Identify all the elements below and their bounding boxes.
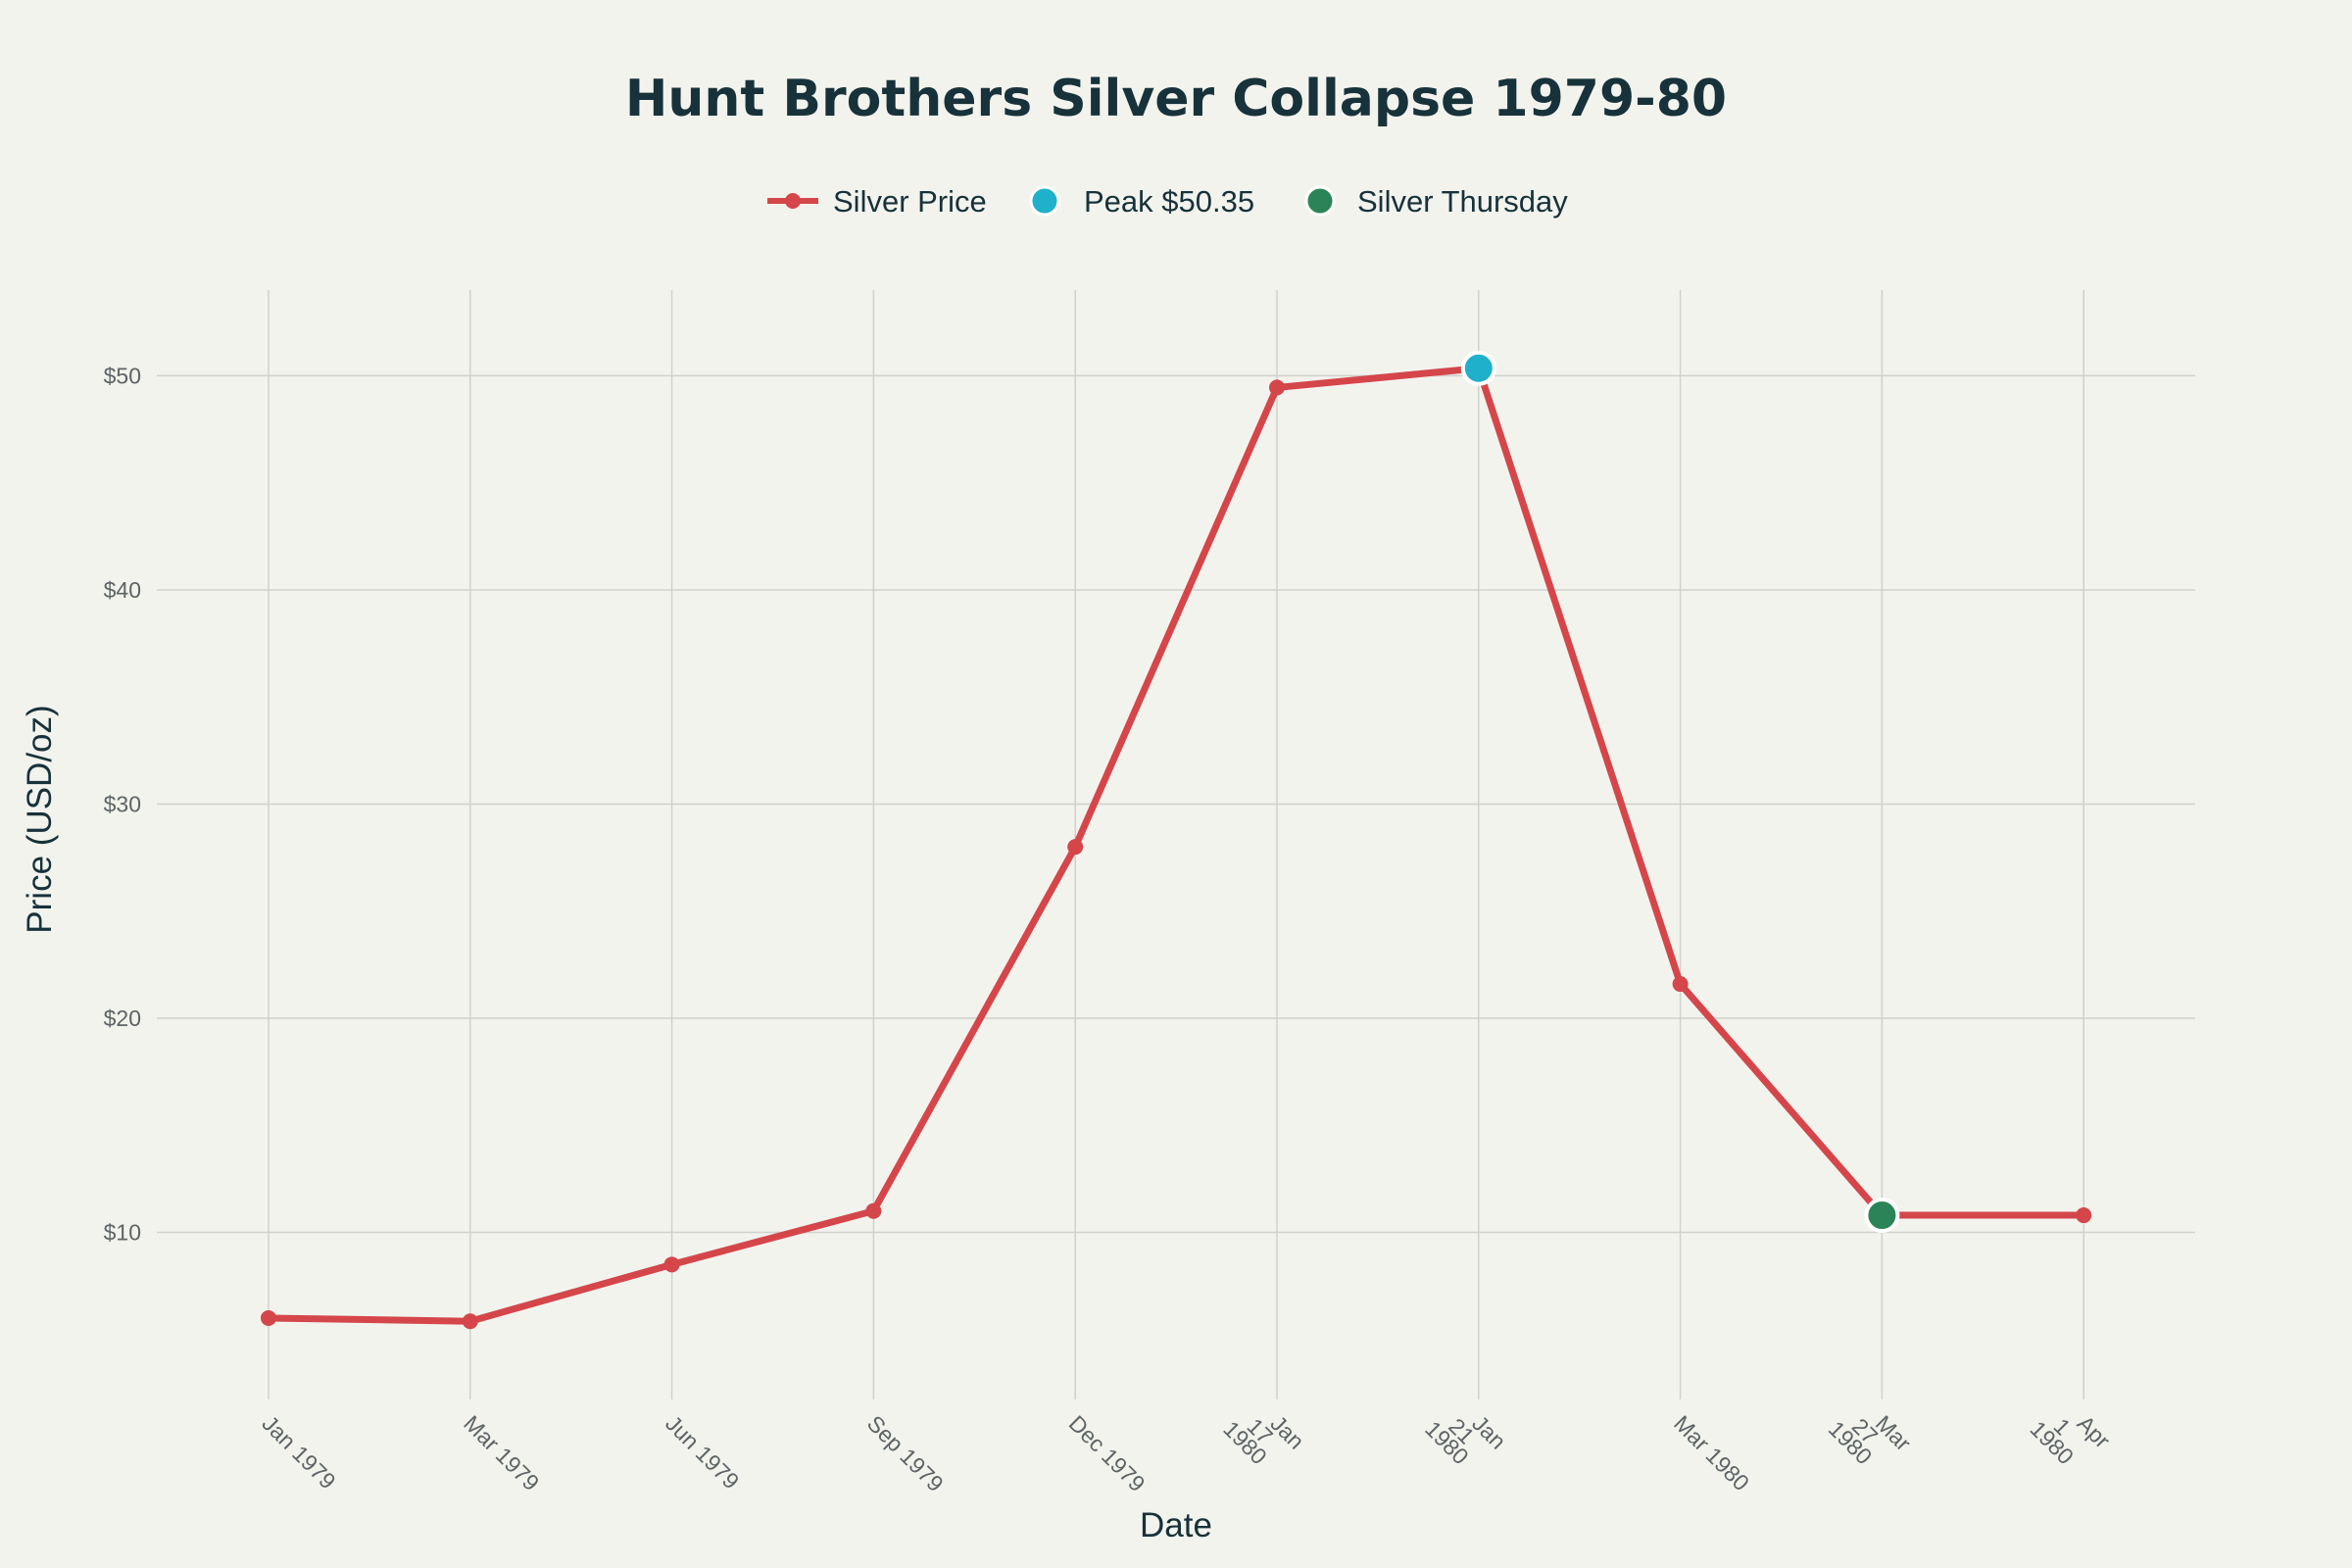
x-tick-label-6: Jan211980	[1420, 1390, 1511, 1481]
x-tick-label-9: Apr11980	[2026, 1390, 2116, 1480]
line-silver-price	[265, 365, 2087, 1325]
horizontal-gridlines	[157, 374, 2195, 1234]
data-point-2[interactable]	[663, 1256, 680, 1273]
legend[interactable]: Silver Price Peak $50.35 Silver Thursday	[767, 184, 1568, 219]
legend-marker-peak	[1029, 185, 1060, 217]
x-tick-label-3: Sep 1979	[862, 1410, 949, 1496]
legend-label-peak: Peak $50.35	[1084, 184, 1254, 219]
data-point-9[interactable]	[2076, 1207, 2092, 1224]
x-tick-label-4: Dec 1979	[1064, 1410, 1151, 1496]
legend-item-silver-price[interactable]: Silver Price	[767, 184, 987, 219]
y-tick-label-10: $10	[104, 1220, 141, 1246]
y-axis-ticks: $10 $20 $30 $40 $50	[104, 363, 141, 1245]
x-tick-label-1: Mar 1979	[459, 1410, 544, 1495]
data-point-7[interactable]	[1672, 976, 1689, 993]
x-tick-label-8: Mar271980	[1824, 1390, 1917, 1483]
y-tick-label-50: $50	[104, 363, 141, 388]
legend-label-silver-price: Silver Price	[833, 184, 987, 219]
y-tick-label-40: $40	[104, 577, 141, 603]
chart-title: Hunt Brothers Silver Collapse 1979-80	[625, 70, 1727, 128]
x-tick-label-0: Jan 1979	[257, 1410, 340, 1494]
data-point-3[interactable]	[865, 1202, 882, 1219]
y-tick-label-20: $20	[104, 1005, 141, 1031]
highlight-marker-1[interactable]	[1864, 1198, 1900, 1234]
x-axis-title: Date	[1140, 1506, 1212, 1544]
legend-label-silver-thursday: Silver Thursday	[1357, 184, 1568, 219]
legend-item-peak[interactable]: Peak $50.35	[1029, 184, 1254, 219]
x-tick-label-2: Jun 1979	[661, 1410, 744, 1494]
x-tick-label-5: Jan171980	[1218, 1390, 1309, 1481]
y-tick-label-30: $30	[104, 791, 141, 816]
data-point-1[interactable]	[462, 1313, 478, 1330]
data-point-0[interactable]	[261, 1309, 276, 1326]
series-silver-price	[261, 360, 2092, 1330]
data-point-4[interactable]	[1067, 839, 1084, 856]
highlight-marker-0[interactable]	[1460, 350, 1496, 386]
data-point-5[interactable]	[1269, 379, 1285, 396]
legend-marker-silver-price	[785, 193, 801, 209]
highlight-markers	[1460, 350, 1900, 1234]
legend-item-silver-thursday[interactable]: Silver Thursday	[1304, 184, 1568, 219]
legend-marker-silver-thursday	[1304, 185, 1336, 217]
x-axis-ticks: Jan 1979 Mar 1979 Jun 1979 Sep 1979 Dec 1979…	[257, 1390, 2116, 1496]
y-axis-title: Price (USD/oz)	[21, 705, 59, 933]
x-tick-label-7: Mar 1980	[1669, 1410, 1754, 1495]
